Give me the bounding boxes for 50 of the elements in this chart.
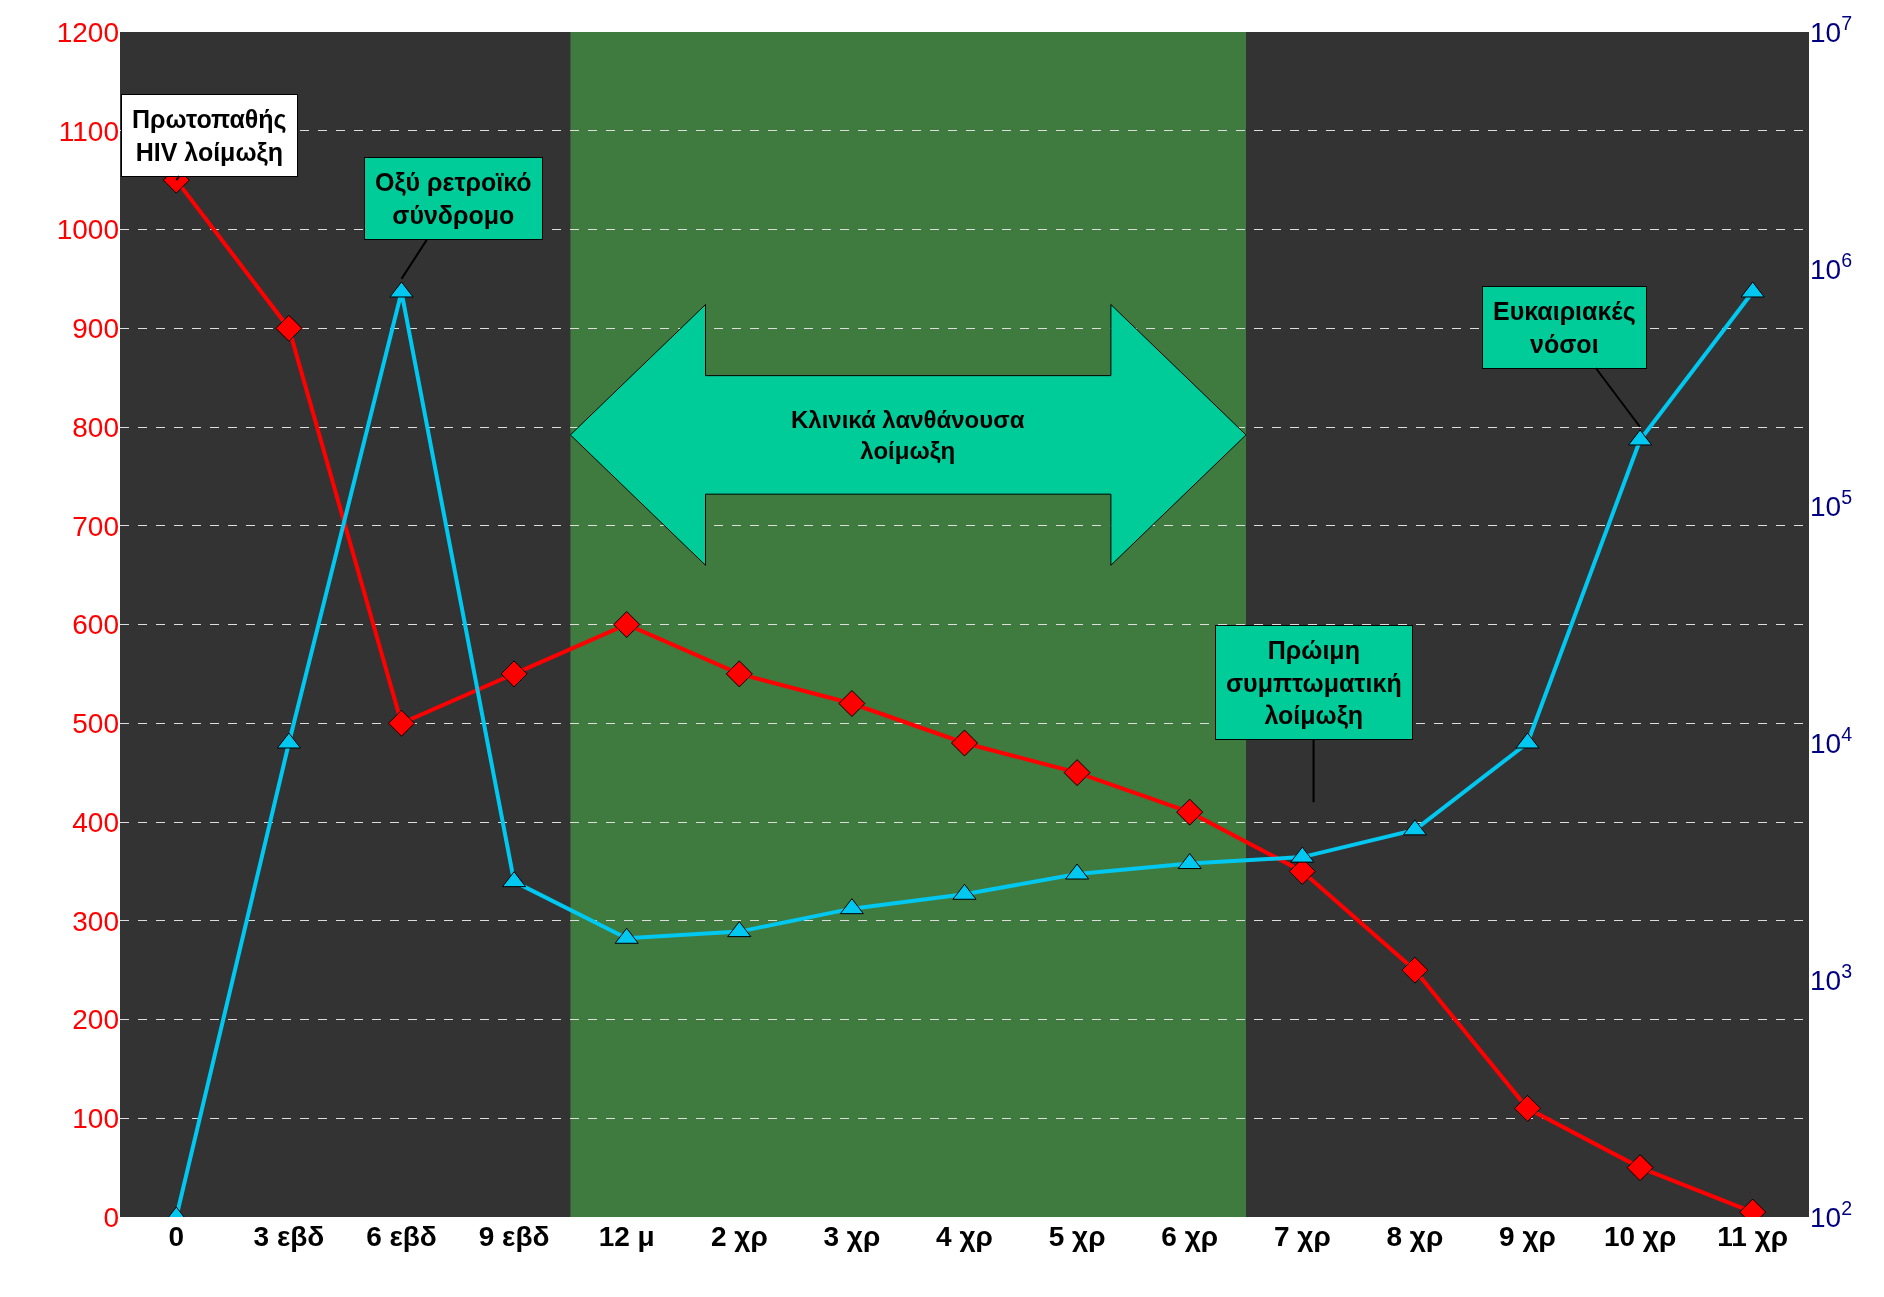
x-tick-label: 9 χρ [1499, 1221, 1556, 1252]
y-tick-label: 1200 [56, 16, 119, 48]
x-tick-label: 4 χρ [936, 1221, 993, 1252]
point [1063, 759, 1091, 787]
y2-tick-label: 10$^{4}$ [1810, 723, 1853, 759]
point [1401, 956, 1429, 984]
point [951, 729, 978, 757]
y-tick-label: 100 [72, 1103, 119, 1135]
x-tick-label: 3 εβδ [253, 1221, 325, 1252]
point [275, 314, 303, 342]
x-tick-label: 5 χρ [1048, 1221, 1106, 1252]
point [1176, 798, 1204, 826]
band-label: Κλινικά λανθάνουσα λοίμωξη [791, 406, 1025, 465]
y2-tick-label: 10$^{7}$ [1810, 12, 1853, 48]
y-tick-label: 1100 [58, 115, 119, 147]
y2-tick-label: 10$^{6}$ [1810, 249, 1853, 285]
x-tick-label: 6 εβδ [366, 1221, 437, 1252]
x-tick-label: 6 χρ [1161, 1221, 1219, 1252]
x-tick-label: 0 [168, 1221, 185, 1252]
x-tick-label: 11 χρ [1717, 1221, 1789, 1252]
y-tick-label: 200 [72, 1004, 119, 1036]
y2-tick-label: 10$^{3}$ [1810, 960, 1853, 996]
point [388, 709, 415, 737]
x-tick-label: 2 χρ [710, 1221, 768, 1252]
annotation: Πρώιμη συμπτωματική λοίμωξη [1226, 636, 1402, 729]
x-tick-label: 12 μ [598, 1221, 655, 1252]
x-tick-label: 7 χρ [1273, 1221, 1331, 1252]
y-tick-label: 400 [72, 806, 119, 838]
x-tick-label: 9 εβδ [478, 1221, 550, 1252]
annotation: Ευκαιριακές νόσοι [1493, 297, 1636, 358]
y-tick-label: 600 [72, 609, 119, 641]
point [613, 611, 641, 638]
annotation: Πρωτοπαθής HIV λοίμωξη [132, 105, 287, 166]
x-tick-label: 3 χρ [823, 1221, 881, 1252]
x-tick-label: 8 χρ [1386, 1221, 1444, 1252]
y-tick-label: 500 [72, 708, 119, 740]
y-tick-label: 300 [72, 905, 119, 937]
y-tick-label: 1000 [56, 214, 119, 246]
y2-tick-label: 10$^{5}$ [1810, 486, 1853, 522]
point [500, 660, 528, 688]
point [725, 660, 753, 688]
y-tick-label: 800 [72, 411, 119, 443]
point [838, 690, 866, 717]
y2-tick-label: 10$^{2}$ [1810, 1197, 1853, 1233]
y-tick-label: 900 [72, 313, 119, 345]
point [1514, 1094, 1541, 1122]
x-tick-label: 10 χρ [1603, 1221, 1677, 1252]
point [1626, 1154, 1654, 1182]
y-tick-label: 700 [72, 510, 119, 542]
annotation: Οξύ ρετροϊκό σύνδρομο [375, 168, 532, 229]
